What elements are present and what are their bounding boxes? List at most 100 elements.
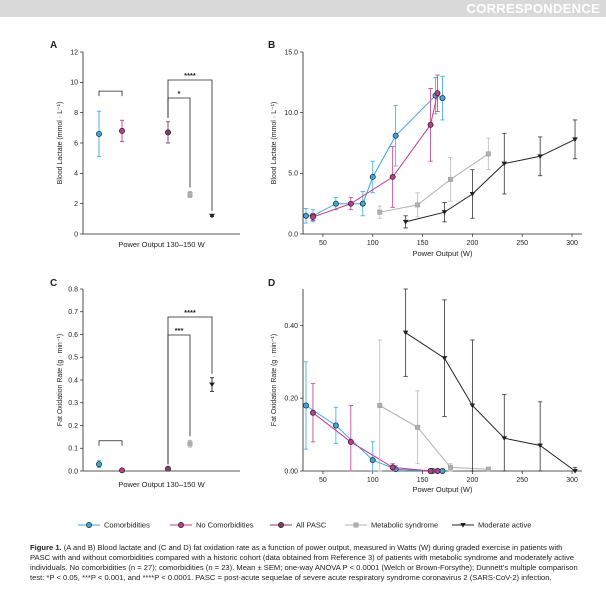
y-tick-label-A: 0 — [74, 231, 78, 238]
data-point-comorbidities — [303, 212, 309, 219]
x-tick-label-D: 150 — [417, 477, 429, 484]
y-tick-label-C: 0.4 — [68, 377, 78, 384]
data-point-moderate — [501, 436, 508, 441]
data-point-moderate — [572, 469, 578, 474]
legend-marker-comorbidities — [86, 522, 92, 528]
data-point-no_comorbidities — [389, 464, 396, 471]
data-point — [96, 461, 102, 468]
significance-bracket — [167, 97, 191, 188]
x-tick-label-D: 100 — [367, 477, 379, 484]
x-tick-label-B: 200 — [467, 240, 479, 247]
y-axis-label-B: Blood Lactate (mmol · L⁻¹) — [271, 102, 278, 185]
significance-label: * — [178, 89, 181, 98]
x-axis-label-D: Power Output (W) — [412, 485, 473, 494]
data-point-comorbidities — [439, 468, 446, 474]
series-line-moderate — [405, 332, 576, 472]
data-point-metabolic — [377, 209, 383, 215]
legend-label-metabolic: Metabolic syndrome — [371, 521, 438, 530]
data-point-comorbidities — [332, 422, 339, 429]
y-tick-label-B: 15.0 — [284, 49, 298, 56]
data-point — [119, 467, 125, 474]
y-tick-label-C: 0.1 — [68, 446, 78, 453]
y-tick-label-B: 0.0 — [288, 231, 298, 238]
y-tick-label-A: 10 — [70, 80, 78, 87]
y-tick-label-C: 0.6 — [68, 332, 78, 339]
x-tick-label-B: 50 — [319, 240, 327, 247]
data-point-comorbidities — [369, 174, 376, 180]
x-tick-label-D: 250 — [516, 477, 528, 484]
legend-marker-metabolic — [353, 522, 359, 528]
x-axis-label-A: Power Output 130–150 W — [118, 240, 205, 249]
data-point — [119, 127, 125, 134]
data-point-no_comorbidities — [389, 174, 396, 180]
figure-caption: Figure 1. (A and B) Blood lactate and (C… — [30, 543, 582, 583]
y-tick-label-C: 0.5 — [68, 355, 78, 362]
y-tick-label-A: 6 — [74, 140, 78, 147]
data-point-no_comorbidities — [427, 121, 434, 128]
significance-bracket — [98, 440, 123, 446]
y-tick-label-A: 4 — [74, 171, 78, 178]
series-line-no_comorbidities — [312, 412, 438, 472]
data-point-moderate — [402, 219, 409, 225]
caption-body: (A and B) Blood lactate and (C and D) fa… — [30, 543, 578, 582]
data-point-comorbidities — [332, 200, 339, 207]
significance-label: *** — [175, 326, 184, 335]
x-tick-label-B: 150 — [417, 240, 429, 247]
legend-label-comorbidities: Comorbidities — [104, 521, 150, 530]
data-point-no_comorbidities — [427, 468, 434, 474]
data-point-no_comorbidities — [310, 214, 316, 220]
y-axis-label-C: Fat Oxidation Rate (g · min⁻¹) — [57, 334, 64, 426]
data-point-no_comorbidities — [347, 200, 354, 207]
data-point-moderate — [572, 137, 578, 142]
x-axis-label-C: Power Output 130–150 W — [118, 480, 205, 489]
data-point-comorbidities — [303, 402, 309, 409]
y-tick-label-C: 0.8 — [68, 286, 78, 293]
data-point-no_comorbidities — [434, 90, 441, 97]
data-point-metabolic — [415, 424, 421, 430]
legend-marker-moderate — [460, 523, 466, 528]
y-tick-label-C: 0.7 — [68, 309, 78, 316]
data-point-metabolic — [485, 466, 491, 472]
data-point-comorbidities — [439, 95, 446, 102]
data-point-comorbidities — [359, 200, 366, 207]
y-tick-label-A: 12 — [70, 49, 78, 56]
data-point-metabolic — [448, 464, 453, 470]
figure: A 0 2 4 6 8 10 12 Blood Lactate (mmol · L⁻¹) Powe… — [50, 40, 582, 530]
y-tick-label-B: 10.0 — [284, 110, 298, 117]
data-point-moderate — [501, 161, 508, 167]
series-line-moderate — [405, 138, 576, 223]
banner: CORRESPONDENCE — [0, 0, 606, 17]
x-tick-label-D: 200 — [467, 477, 479, 484]
y-tick-label-D: 0.40 — [284, 323, 298, 330]
x-tick-label-D: 300 — [566, 477, 578, 484]
y-tick-label-A: 2 — [74, 201, 78, 208]
data-point-moderate — [402, 330, 409, 336]
data-point-metabolic — [485, 151, 491, 157]
banner-title: CORRESPONDENCE — [466, 1, 600, 16]
data-point — [187, 192, 193, 198]
data-point — [209, 382, 215, 388]
y-tick-label-D: 0.00 — [284, 468, 298, 475]
data-point-metabolic — [415, 202, 421, 208]
data-point-comorbidities — [392, 132, 399, 139]
data-point-moderate — [441, 356, 448, 361]
series-line-comorbidities — [306, 95, 443, 217]
data-point-no_comorbidities — [434, 468, 441, 474]
x-tick-label-B: 250 — [516, 240, 528, 247]
legend-marker-all_pasc — [278, 522, 284, 528]
significance-label: **** — [184, 308, 196, 317]
data-point — [96, 130, 102, 137]
data-point — [187, 441, 193, 447]
x-tick-label-B: 300 — [566, 240, 578, 247]
significance-bracket — [167, 334, 191, 465]
y-axis-label-D: Fat Oxidation Rate (g · min⁻¹) — [271, 334, 278, 426]
data-point-moderate — [537, 154, 543, 159]
significance-bracket — [98, 90, 123, 97]
y-tick-label-B: 5.0 — [288, 171, 298, 178]
data-point-moderate — [441, 210, 448, 215]
y-tick-label-A: 8 — [74, 110, 78, 117]
data-point — [209, 213, 215, 219]
data-point-moderate — [469, 191, 476, 197]
data-point — [165, 465, 171, 472]
panel-label-B: B — [268, 40, 275, 51]
